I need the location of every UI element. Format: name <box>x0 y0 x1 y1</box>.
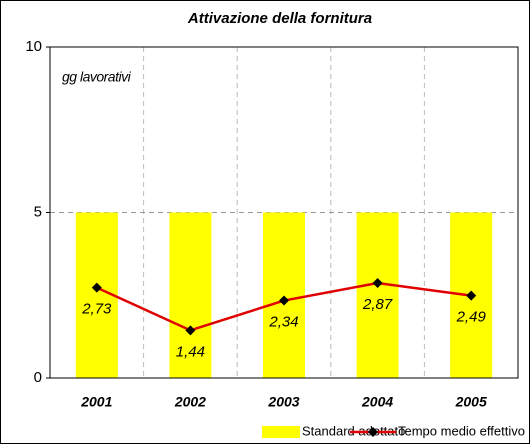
data-label: 2,49 <box>456 309 487 326</box>
legend-label: Tempo medio effettivo <box>398 423 525 438</box>
legend-marker <box>368 427 378 437</box>
y-tick-label: 5 <box>34 203 42 220</box>
x-tick-label: 2001 <box>80 394 112 410</box>
marker <box>91 282 102 293</box>
data-label: 2,87 <box>362 296 393 313</box>
data-label: 2,73 <box>81 301 112 318</box>
data-label: 1,44 <box>176 343 205 360</box>
marker <box>466 290 477 301</box>
bar <box>263 212 305 378</box>
marker <box>185 325 196 336</box>
legend-swatch <box>262 426 300 438</box>
x-tick-label: 2002 <box>174 394 206 410</box>
marker <box>372 278 383 289</box>
annotation: gg lavorativi <box>62 69 132 85</box>
marker <box>279 295 289 306</box>
plot-border <box>49 46 519 379</box>
chart-title: Attivazione della fornitura <box>187 10 372 27</box>
x-tick-label: 2005 <box>455 394 487 410</box>
y-tick-label: 0 <box>34 369 42 386</box>
data-label: 2,34 <box>268 314 298 331</box>
y-tick-label: 10 <box>25 38 42 55</box>
x-tick-label: 2004 <box>361 394 393 410</box>
x-tick-label: 2003 <box>267 394 299 410</box>
bar <box>169 212 212 378</box>
bar <box>356 212 399 378</box>
